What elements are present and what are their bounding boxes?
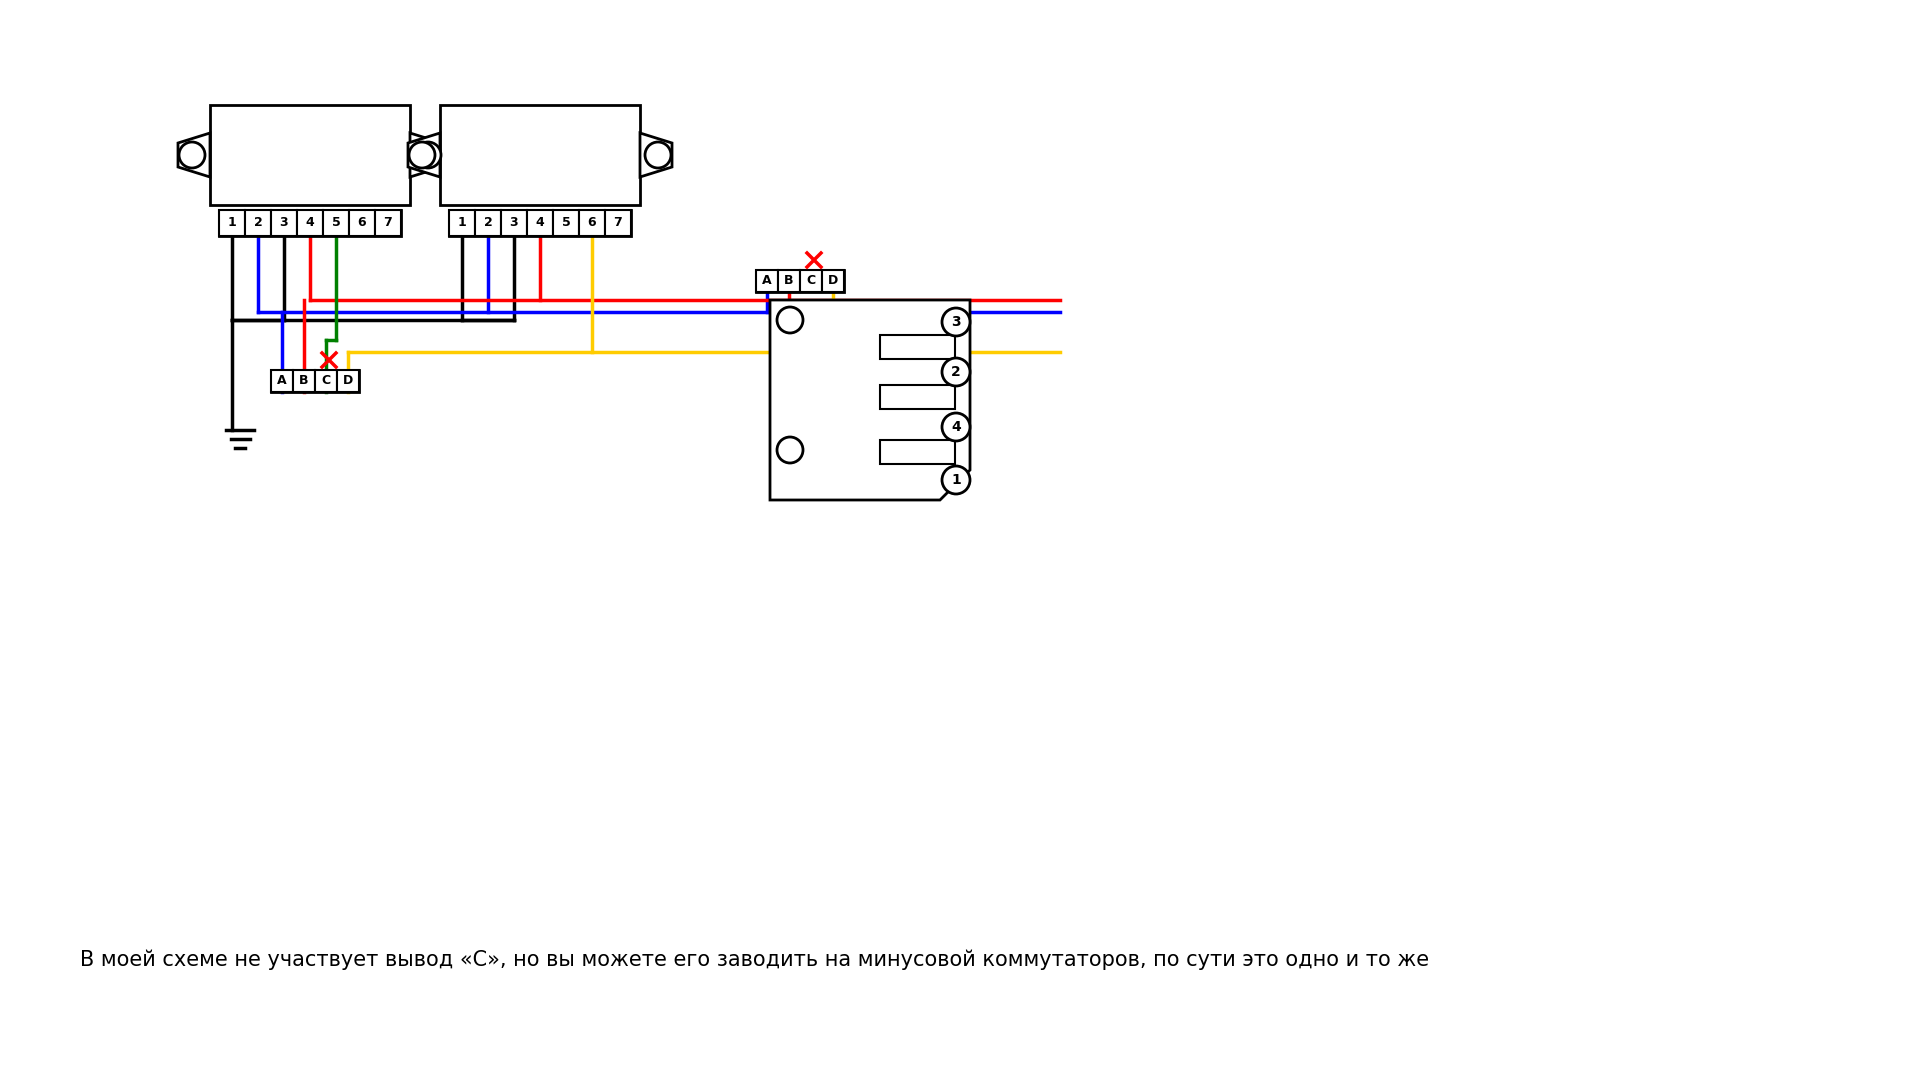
Polygon shape (770, 300, 970, 500)
Bar (219, 210, 246, 237)
Circle shape (778, 437, 803, 463)
Bar (271, 370, 294, 392)
Bar (553, 210, 580, 237)
Polygon shape (179, 133, 209, 177)
Text: В моей схеме не участвует вывод «С», но вы можете его заводить на минусовой комм: В моей схеме не участвует вывод «С», но … (81, 949, 1428, 970)
Text: 5: 5 (332, 216, 340, 230)
Bar (822, 270, 845, 292)
Text: B: B (783, 274, 793, 287)
Text: 3: 3 (280, 216, 288, 230)
Text: 6: 6 (357, 216, 367, 230)
Text: A: A (762, 274, 772, 287)
Bar (526, 210, 553, 237)
Polygon shape (411, 133, 442, 177)
Bar (315, 370, 338, 392)
Bar (449, 210, 632, 237)
Bar (219, 210, 401, 237)
Bar (879, 335, 954, 359)
Circle shape (179, 141, 205, 168)
Circle shape (415, 141, 442, 168)
Text: 6: 6 (588, 216, 597, 230)
Bar (323, 210, 349, 237)
Text: D: D (344, 375, 353, 388)
Text: C: C (321, 375, 330, 388)
Text: 3: 3 (509, 216, 518, 230)
Text: C: C (806, 274, 816, 287)
Bar (349, 210, 374, 237)
Text: 2: 2 (253, 216, 263, 230)
Bar (271, 370, 359, 392)
Bar (879, 440, 954, 464)
Bar (474, 210, 501, 237)
Bar (778, 270, 801, 292)
Circle shape (943, 465, 970, 494)
Circle shape (943, 413, 970, 441)
Bar (879, 384, 954, 409)
Bar (440, 105, 639, 205)
Text: 4: 4 (536, 216, 545, 230)
Polygon shape (639, 133, 672, 177)
Bar (605, 210, 632, 237)
Bar (801, 270, 822, 292)
Bar (756, 270, 845, 292)
Text: 4: 4 (950, 420, 960, 434)
Bar (338, 370, 359, 392)
Bar (580, 210, 605, 237)
Text: 7: 7 (614, 216, 622, 230)
Circle shape (409, 141, 436, 168)
Circle shape (943, 357, 970, 386)
Bar (756, 270, 778, 292)
Text: B: B (300, 375, 309, 388)
Bar (298, 210, 323, 237)
Circle shape (943, 308, 970, 336)
Bar (246, 210, 271, 237)
Bar (501, 210, 526, 237)
Circle shape (778, 307, 803, 333)
Text: 2: 2 (484, 216, 492, 230)
Bar (374, 210, 401, 237)
Text: 4: 4 (305, 216, 315, 230)
Text: 7: 7 (384, 216, 392, 230)
Text: 1: 1 (228, 216, 236, 230)
Polygon shape (407, 133, 440, 177)
Bar (294, 370, 315, 392)
Text: 1: 1 (457, 216, 467, 230)
Text: A: A (276, 375, 286, 388)
Bar (209, 105, 411, 205)
Text: 1: 1 (950, 473, 960, 487)
Text: 2: 2 (950, 365, 960, 379)
Bar (271, 210, 298, 237)
Text: 5: 5 (563, 216, 570, 230)
Text: 3: 3 (950, 315, 960, 329)
Bar (449, 210, 474, 237)
Circle shape (645, 141, 670, 168)
Text: D: D (828, 274, 839, 287)
